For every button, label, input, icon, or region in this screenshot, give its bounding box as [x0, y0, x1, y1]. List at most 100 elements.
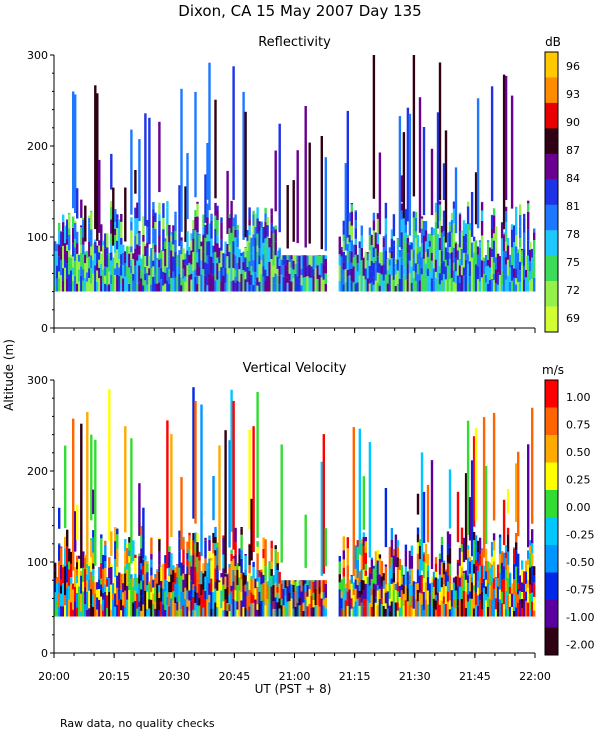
heatmap-cell: [386, 258, 390, 270]
heatmap-cell: [342, 234, 345, 241]
heatmap-cell: [324, 255, 327, 259]
heatmap-cell: [284, 255, 287, 265]
heatmap-cell: [76, 575, 79, 584]
heatmap-cell: [118, 240, 121, 254]
heatmap-cell: [104, 248, 107, 267]
heatmap-cell: [442, 584, 446, 597]
heatmap-cell: [162, 250, 165, 265]
heatmap-cell: [260, 227, 263, 243]
heatmap-cell: [248, 544, 251, 556]
heatmap-cell: [384, 564, 388, 567]
heatmap-cell: [126, 563, 129, 570]
heatmap-cell: [420, 575, 424, 583]
heatmap-cell: [466, 269, 470, 283]
heatmap-cell: [286, 601, 289, 617]
heatmap-cell: [190, 240, 193, 251]
heatmap-cell: [234, 237, 237, 256]
heatmap-cell: [304, 276, 307, 292]
heatmap-cell: [450, 606, 454, 617]
heatmap-cell: [180, 277, 183, 286]
heatmap-cell: [342, 550, 345, 560]
heatmap-cell: [306, 284, 309, 292]
heatmap-cell: [208, 602, 211, 617]
heatmap-cell: [154, 264, 157, 276]
heatmap-cell: [74, 247, 77, 262]
heatmap-cell: [220, 222, 223, 240]
heatmap-cell: [170, 574, 173, 593]
heatmap-cell: [525, 600, 528, 617]
heatmap-cell: [388, 598, 392, 606]
heatmap-cell: [128, 542, 131, 551]
heatmap-cell: [412, 608, 416, 617]
heatmap-cell: [448, 258, 452, 274]
heatmap-cell: [292, 584, 295, 593]
heatmap-cell: [406, 580, 410, 589]
heatmap-cell: [92, 260, 95, 274]
heatmap-cell: [192, 596, 195, 610]
heatmap-cell: [418, 603, 422, 617]
x-tick-label: 21:00: [279, 670, 311, 683]
heatmap-cell: [346, 269, 349, 277]
heatmap-cell: [224, 599, 227, 610]
heatmap-cell: [88, 277, 91, 292]
heatmap-cell: [400, 203, 404, 211]
heatmap-cell: [158, 214, 161, 221]
heatmap-cell: [430, 576, 434, 583]
heatmap-cell: [506, 551, 510, 565]
heatmap-cell: [378, 273, 382, 286]
heatmap-cell: [270, 541, 273, 549]
heatmap-cell: [484, 274, 488, 283]
heatmap-cell: [58, 543, 61, 545]
heatmap-cell: [262, 227, 265, 243]
heatmap-cell: [174, 597, 177, 604]
heatmap-cell: [450, 590, 454, 607]
heatmap-cell: [150, 599, 153, 617]
heatmap-cell: [420, 228, 424, 244]
heatmap-cell: [504, 545, 508, 553]
heatmap-cell: [228, 440, 231, 548]
heatmap-cell: [220, 250, 223, 268]
heatmap-cell: [246, 581, 249, 597]
heatmap-cell: [258, 576, 261, 592]
heatmap-cell: [186, 574, 189, 591]
heatmap-cell: [470, 560, 474, 561]
heatmap-cell: [500, 603, 504, 617]
heatmap-cell: [218, 582, 221, 600]
heatmap-cell: [202, 607, 205, 617]
heatmap-cell: [286, 185, 289, 249]
heatmap-cell: [472, 252, 476, 269]
heatmap-cell: [206, 217, 209, 235]
heatmap-cell: [398, 257, 402, 264]
heatmap-cell: [268, 247, 271, 262]
heatmap-cell: [66, 529, 69, 547]
heatmap-cell: [148, 599, 151, 609]
heatmap-cell: [126, 547, 129, 564]
heatmap-cell: [232, 219, 235, 227]
heatmap-cell: [110, 284, 113, 292]
heatmap-cell: [527, 229, 530, 240]
heatmap-cell: [402, 576, 406, 586]
heatmap-cell: [104, 561, 107, 568]
heatmap-cell: [72, 589, 75, 604]
heatmap-cell: [86, 592, 89, 610]
heatmap-cell: [340, 598, 343, 609]
heatmap-cell: [320, 136, 323, 250]
heatmap-cell: [278, 571, 281, 584]
heatmap-cell: [204, 238, 207, 246]
heatmap-cell: [158, 205, 161, 215]
heatmap-cell: [230, 267, 233, 282]
heatmap-cell: [424, 230, 428, 242]
heatmap-cell: [378, 554, 382, 559]
heatmap-cell: [226, 273, 229, 292]
heatmap-cell: [86, 609, 89, 617]
heatmap-cell: [390, 539, 394, 558]
heatmap-cell: [154, 213, 157, 222]
heatmap-cell: [160, 279, 163, 292]
heatmap-cell: [432, 571, 436, 580]
heatmap-cell: [430, 227, 434, 236]
heatmap-cell: [306, 606, 309, 617]
heatmap-cell: [416, 527, 420, 535]
heatmap-cell: [190, 233, 193, 241]
heatmap-cell: [282, 265, 285, 277]
heatmap-cell: [496, 578, 500, 587]
